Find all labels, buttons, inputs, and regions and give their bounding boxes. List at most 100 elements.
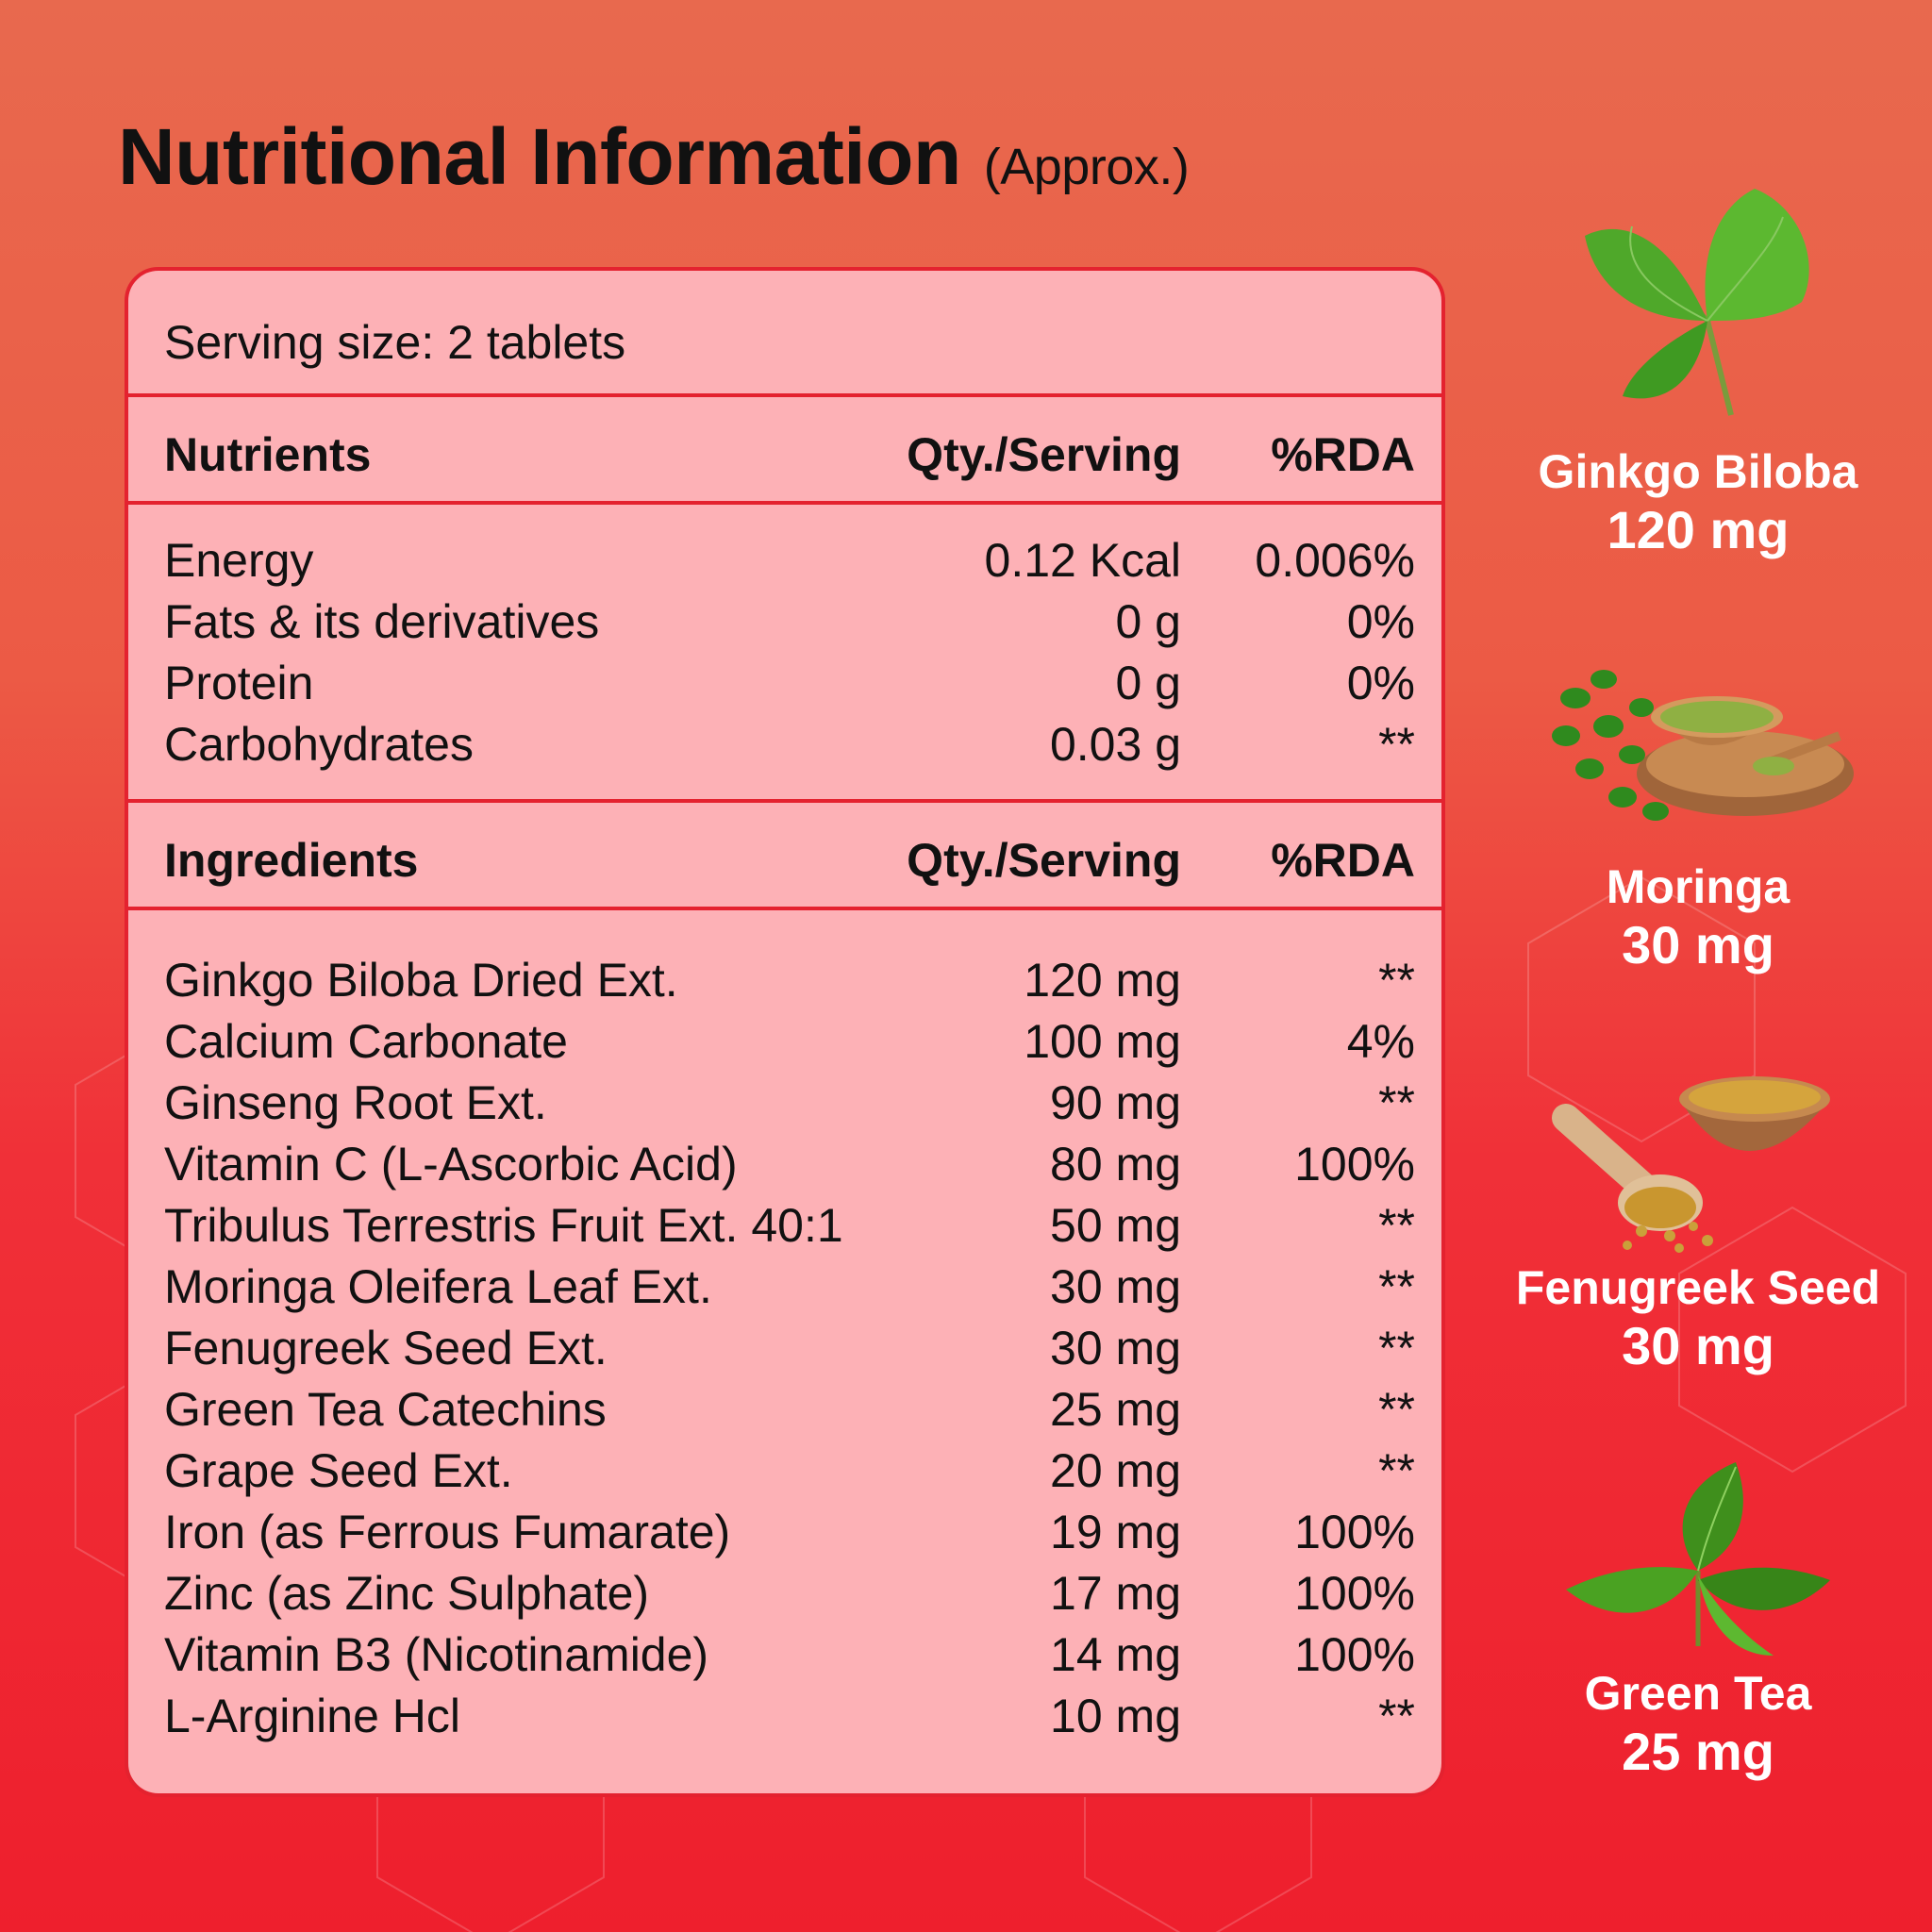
page-title: Nutritional Information (Approx.): [118, 111, 1190, 203]
highlight-name: Ginkgo Biloba: [1538, 445, 1858, 498]
highlight-fenugreek: Fenugreek Seed 30 mg: [1500, 1052, 1896, 1376]
nutrition-table-card: Serving size: 2 tablets Nutrients Qty./S…: [125, 267, 1445, 1797]
ingredient-row-rda: **: [1378, 1690, 1415, 1742]
title-text: Nutritional Information: [118, 112, 961, 201]
ingredient-row-qty: 17 mg: [1050, 1567, 1181, 1620]
ingredient-row-rda: 4%: [1346, 1015, 1415, 1068]
ingredient-row-name: Tribulus Terrestris Fruit Ext. 40:1: [164, 1199, 843, 1252]
ingredient-row: Vitamin B3 (Nicotinamide) 14 mg 100%: [128, 1624, 1441, 1686]
nutrient-row: Carbohydrates 0.03 g **: [128, 714, 1441, 775]
ingredient-row-qty: 50 mg: [1050, 1199, 1181, 1252]
ingredient-row-name: Moringa Oleifera Leaf Ext.: [164, 1260, 712, 1313]
nutrient-row-qty: 0.12 Kcal: [984, 534, 1181, 587]
nutrient-row-rda: **: [1378, 718, 1415, 771]
ingredient-row: Tribulus Terrestris Fruit Ext. 40:1 50 mg…: [128, 1195, 1441, 1257]
ingredient-row: L-Arginine Hcl 10 mg **: [128, 1686, 1441, 1747]
ingredient-row-name: L-Arginine Hcl: [164, 1690, 461, 1742]
ingredient-row-qty: 19 mg: [1050, 1506, 1181, 1558]
nutrient-row-qty: 0.03 g: [1049, 718, 1181, 771]
nutrient-row: Fats & its derivatives 0 g 0%: [128, 591, 1441, 653]
ingredient-row-rda: **: [1378, 1322, 1415, 1374]
ingredient-row-name: Green Tea Catechins: [164, 1383, 607, 1436]
nutrient-row-rda: 0%: [1346, 657, 1415, 709]
nutrient-row: Protein 0 g 0%: [128, 653, 1441, 714]
nutrient-row-name: Carbohydrates: [164, 718, 474, 771]
fenugreek-bowl-icon: [1552, 1076, 1830, 1253]
highlight-ginkgo: Ginkgo Biloba 120 mg: [1500, 179, 1896, 560]
highlight-name: Green Tea: [1584, 1667, 1812, 1720]
divider: [128, 393, 1441, 397]
serving-size-row: Serving size: 2 tablets: [128, 305, 1441, 380]
ingredient-row-name: Zinc (as Zinc Sulphate): [164, 1567, 650, 1620]
nutrient-row-qty: 0 g: [1115, 595, 1181, 648]
divider: [128, 907, 1441, 910]
ingredient-row-rda: 100%: [1294, 1506, 1415, 1558]
ingredient-row-rda: **: [1378, 1383, 1415, 1436]
nutrients-header-name: Nutrients: [164, 428, 372, 481]
ingredient-row-qty: 120 mg: [1024, 954, 1181, 1007]
serving-size-text: Serving size: 2 tablets: [164, 316, 626, 369]
ingredient-row: Grape Seed Ext. 20 mg **: [128, 1441, 1441, 1502]
ingredient-row: Ginkgo Biloba Dried Ext. 120 mg **: [128, 950, 1441, 1011]
nutrient-row-qty: 0 g: [1115, 657, 1181, 709]
ingredient-row: Zinc (as Zinc Sulphate) 17 mg 100%: [128, 1563, 1441, 1624]
ingredient-row-qty: 20 mg: [1050, 1444, 1181, 1497]
highlight-name: Moringa: [1606, 860, 1790, 913]
ingredient-row: Vitamin C (L-Ascorbic Acid) 80 mg 100%: [128, 1134, 1441, 1195]
nutrient-row-name: Fats & its derivatives: [164, 595, 600, 648]
moringa-bowl-icon: [1552, 670, 1854, 821]
ingredient-row: Green Tea Catechins 25 mg **: [128, 1379, 1441, 1441]
ingredient-row-qty: 30 mg: [1050, 1322, 1181, 1374]
highlight-name: Fenugreek Seed: [1515, 1261, 1881, 1314]
ingredient-row-qty: 30 mg: [1050, 1260, 1181, 1313]
ingredient-row-rda: 100%: [1294, 1138, 1415, 1191]
title-sub: (Approx.): [983, 139, 1190, 195]
highlight-qty: 30 mg: [1622, 915, 1774, 974]
ingredient-row-rda: **: [1378, 1076, 1415, 1129]
ingredient-row-name: Vitamin C (L-Ascorbic Acid): [164, 1138, 738, 1191]
ingredient-row-rda: **: [1378, 954, 1415, 1007]
highlight-qty: 120 mg: [1607, 500, 1790, 559]
ingredient-row-qty: 100 mg: [1024, 1015, 1181, 1068]
green-tea-leaf-icon: [1566, 1462, 1830, 1656]
ingredient-row-rda: **: [1378, 1260, 1415, 1313]
nutrients-header-qty: Qty./Serving: [907, 428, 1181, 481]
nutrient-row: Energy 0.12 Kcal 0.006%: [128, 530, 1441, 591]
nutrients-header-rda: %RDA: [1271, 428, 1415, 481]
ingredient-row-rda: 100%: [1294, 1567, 1415, 1620]
ingredient-row: Iron (as Ferrous Fumarate) 19 mg 100%: [128, 1502, 1441, 1563]
divider: [128, 799, 1441, 803]
ingredient-row-name: Fenugreek Seed Ext.: [164, 1322, 608, 1374]
highlight-qty: 30 mg: [1622, 1316, 1774, 1375]
highlight-moringa: Moringa 30 mg: [1500, 641, 1896, 975]
ingredient-row-name: Vitamin B3 (Nicotinamide): [164, 1628, 709, 1681]
nutrient-row-rda: 0%: [1346, 595, 1415, 648]
ingredient-row-qty: 90 mg: [1050, 1076, 1181, 1129]
nutrient-row-rda: 0.006%: [1255, 534, 1415, 587]
nutrient-row-name: Protein: [164, 657, 314, 709]
ingredient-row-rda: **: [1378, 1199, 1415, 1252]
ingredient-row-qty: 80 mg: [1050, 1138, 1181, 1191]
ingredient-row: Fenugreek Seed Ext. 30 mg **: [128, 1318, 1441, 1379]
ingredient-row-name: Ginkgo Biloba Dried Ext.: [164, 954, 678, 1007]
highlight-green-tea: Green Tea 25 mg: [1500, 1457, 1896, 1782]
ingredients-header-rda: %RDA: [1271, 834, 1415, 887]
ginkgo-leaf-icon: [1585, 189, 1809, 416]
ingredient-row-name: Ginseng Root Ext.: [164, 1076, 547, 1129]
ingredient-row: Calcium Carbonate 100 mg 4%: [128, 1011, 1441, 1073]
ingredients-header-qty: Qty./Serving: [907, 834, 1181, 887]
ingredient-row: Ginseng Root Ext. 90 mg **: [128, 1073, 1441, 1134]
ingredient-row-name: Iron (as Ferrous Fumarate): [164, 1506, 731, 1558]
ingredient-row-qty: 10 mg: [1050, 1690, 1181, 1742]
ingredient-row-qty: 14 mg: [1050, 1628, 1181, 1681]
highlight-qty: 25 mg: [1622, 1722, 1774, 1781]
ingredient-row-name: Grape Seed Ext.: [164, 1444, 513, 1497]
divider: [128, 501, 1441, 505]
ingredient-row: Moringa Oleifera Leaf Ext. 30 mg **: [128, 1257, 1441, 1318]
ingredient-row-name: Calcium Carbonate: [164, 1015, 568, 1068]
ingredient-row-rda: 100%: [1294, 1628, 1415, 1681]
ingredient-row-rda: **: [1378, 1444, 1415, 1497]
ingredients-header-name: Ingredients: [164, 834, 419, 887]
ingredient-row-qty: 25 mg: [1050, 1383, 1181, 1436]
nutrient-row-name: Energy: [164, 534, 314, 587]
